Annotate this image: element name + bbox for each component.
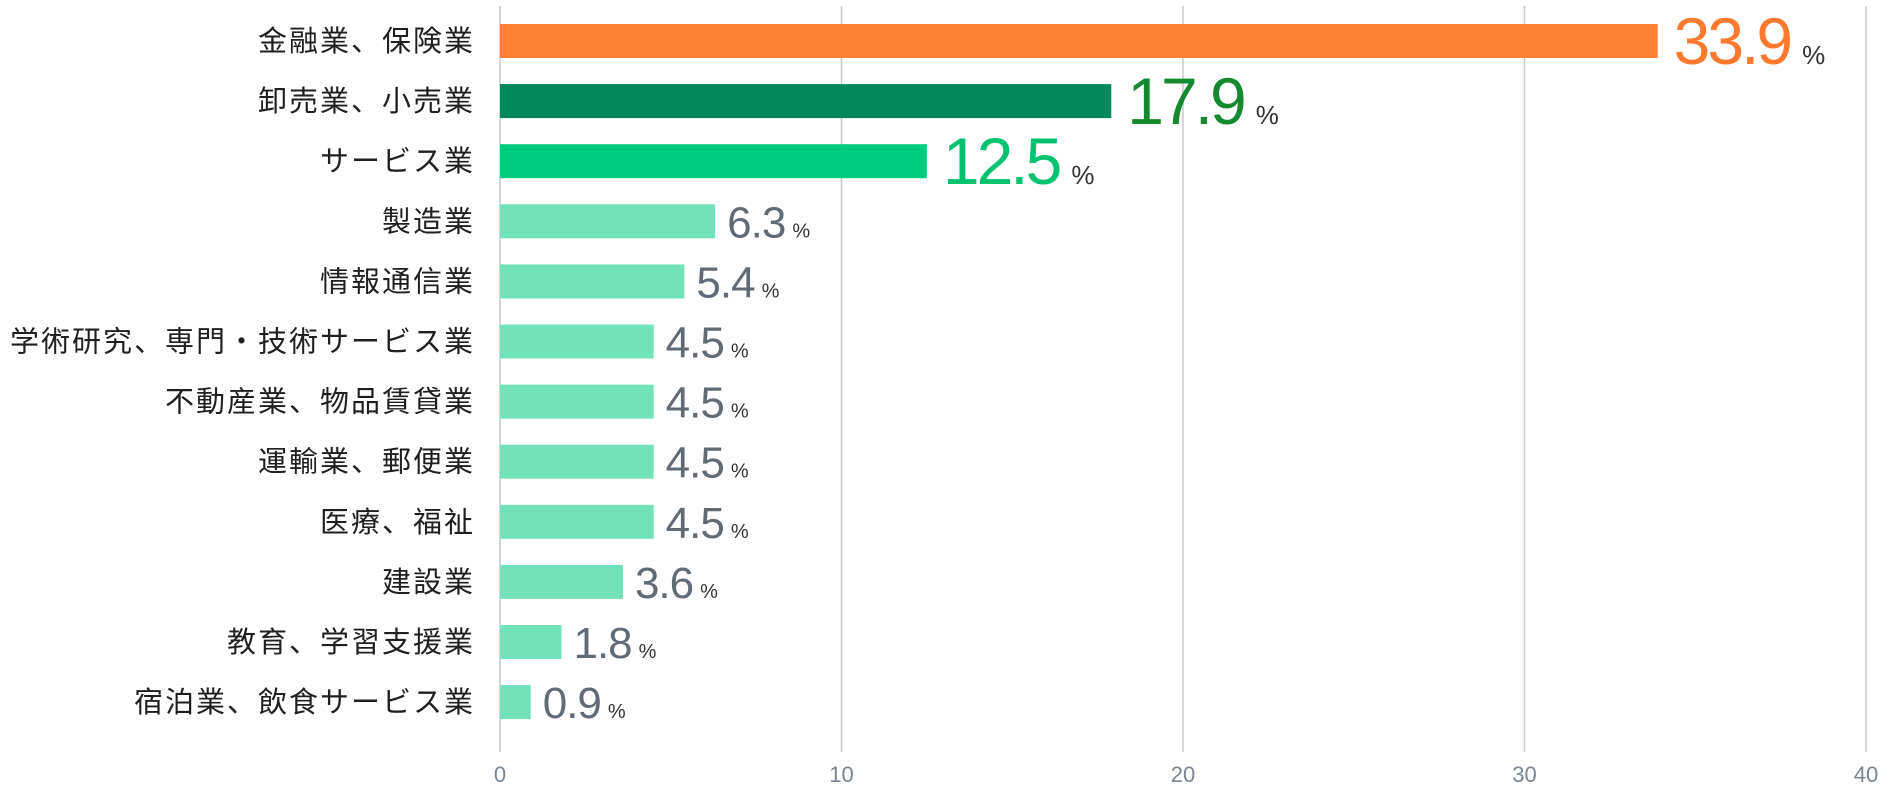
bar-1 <box>500 84 1112 119</box>
value-unit: % <box>1256 100 1279 130</box>
value-unit: % <box>731 341 749 363</box>
category-label-10: 教育、学習支援業 <box>227 625 475 659</box>
value-number: 5.4 <box>696 258 755 307</box>
x-axis-tick-layer: 0 10 20 30 40 <box>494 762 1878 787</box>
value-label-5: 4.5% <box>666 319 749 368</box>
bar-5 <box>500 324 654 359</box>
x-tick-label-40: 40 <box>1854 762 1878 787</box>
bar-8 <box>500 504 654 539</box>
value-number: 12.5 <box>943 124 1060 198</box>
value-unit: % <box>1071 160 1094 190</box>
category-label-layer: 金融業、保険業卸売業、小売業サービス業製造業情報通信業学術研究、専門・技術サービ… <box>10 24 475 719</box>
value-unit: % <box>1802 40 1825 70</box>
x-tick-label-10: 10 <box>829 762 853 787</box>
bar-10 <box>500 625 562 659</box>
category-label-0: 金融業、保険業 <box>258 24 475 58</box>
bar-3 <box>500 204 716 239</box>
category-label-6: 不動産業、物品賃貸業 <box>165 385 475 419</box>
value-unit: % <box>700 581 718 603</box>
bar-7 <box>500 444 654 479</box>
value-number: 4.5 <box>666 439 724 488</box>
value-label-3: 6.3% <box>727 198 810 247</box>
bar-6 <box>500 384 654 419</box>
value-unit: % <box>762 280 780 302</box>
value-label-10: 1.8% <box>573 619 656 668</box>
category-label-8: 医療、福祉 <box>320 505 475 539</box>
x-tick-label-0: 0 <box>494 762 506 787</box>
category-label-9: 建設業 <box>382 565 475 599</box>
x-tick-label-30: 30 <box>1512 762 1536 787</box>
value-label-2: 12.5% <box>943 124 1095 198</box>
value-number: 4.5 <box>666 319 724 368</box>
value-label-4: 5.4% <box>696 258 779 307</box>
bar-4 <box>500 264 685 299</box>
value-number: 3.6 <box>635 559 693 608</box>
value-unit: % <box>731 401 749 423</box>
value-unit: % <box>608 701 626 723</box>
value-number: 0.9 <box>543 679 601 728</box>
value-number: 17.9 <box>1127 64 1244 138</box>
value-label-6: 4.5% <box>666 379 749 428</box>
bar-9 <box>500 564 623 599</box>
value-number: 4.5 <box>666 379 724 428</box>
category-label-5: 学術研究、専門・技術サービス業 <box>10 325 475 359</box>
bar-0 <box>500 24 1658 58</box>
category-label-11: 宿泊業、飲食サービス業 <box>134 685 475 719</box>
value-label-1: 17.9% <box>1127 64 1279 138</box>
value-label-9: 3.6% <box>635 559 718 608</box>
category-label-7: 運輸業、郵便業 <box>258 445 475 479</box>
value-unit: % <box>731 521 749 543</box>
value-label-11: 0.9% <box>543 679 626 728</box>
value-unit: % <box>639 641 657 663</box>
value-label-layer: 33.9 %17.9 %12.5 %6.3 %5.4 %4.5 %4.5 %4.5 %4.5 %3… <box>543 4 1826 728</box>
value-number: 33.9 <box>1674 4 1791 78</box>
value-unit: % <box>792 220 810 242</box>
bar-11 <box>500 685 531 720</box>
category-label-2: サービス業 <box>320 144 475 178</box>
bar-layer <box>500 24 1658 720</box>
value-label-0: 33.9% <box>1674 4 1826 78</box>
category-label-1: 卸売業、小売業 <box>258 84 475 118</box>
value-number: 6.3 <box>727 198 785 247</box>
x-tick-label-20: 20 <box>1171 762 1195 787</box>
value-number: 4.5 <box>666 499 724 548</box>
category-label-4: 情報通信業 <box>320 264 475 298</box>
value-label-8: 4.5% <box>666 499 749 548</box>
value-unit: % <box>731 461 749 483</box>
value-label-7: 4.5% <box>666 439 749 488</box>
category-label-3: 製造業 <box>382 204 475 238</box>
bar-2 <box>500 144 927 179</box>
value-number: 1.8 <box>573 619 631 668</box>
